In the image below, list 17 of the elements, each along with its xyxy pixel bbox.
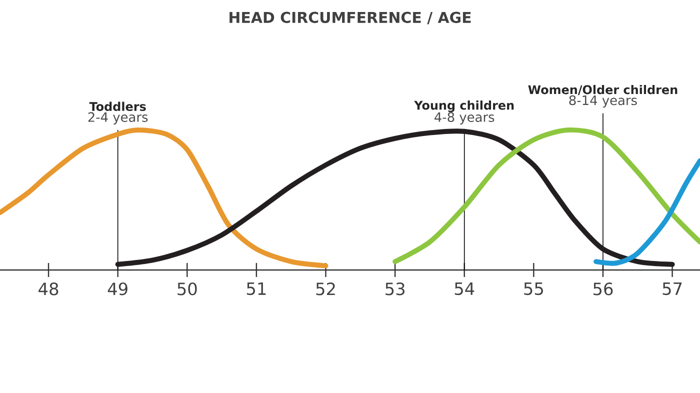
x-tick-label: 54 bbox=[454, 282, 474, 296]
x-tick-label: 52 bbox=[316, 282, 335, 296]
x-tick-label: 56 bbox=[594, 282, 613, 296]
x-tick-label: 50 bbox=[178, 282, 197, 296]
x-tick-label: 55 bbox=[524, 282, 543, 296]
text: 8-14 years bbox=[569, 95, 637, 108]
x-tick-label: 53 bbox=[386, 282, 404, 296]
text: 2-4 years bbox=[88, 112, 148, 124]
chart-title: HEAD CIRCUMFERENCE / AGE bbox=[230, 12, 471, 24]
ref-line-label: Toddlers bbox=[89, 102, 146, 112]
text: 4-8 years bbox=[434, 112, 494, 124]
x-tick-label: 49 bbox=[108, 282, 128, 296]
ref-line-label: Young children bbox=[414, 100, 514, 112]
x-tick-label: 48 bbox=[38, 282, 58, 296]
x-tick-label: 57 bbox=[662, 282, 682, 296]
x-tick-label: 51 bbox=[246, 282, 266, 296]
ref-line-label: Women/Older children bbox=[528, 84, 678, 96]
